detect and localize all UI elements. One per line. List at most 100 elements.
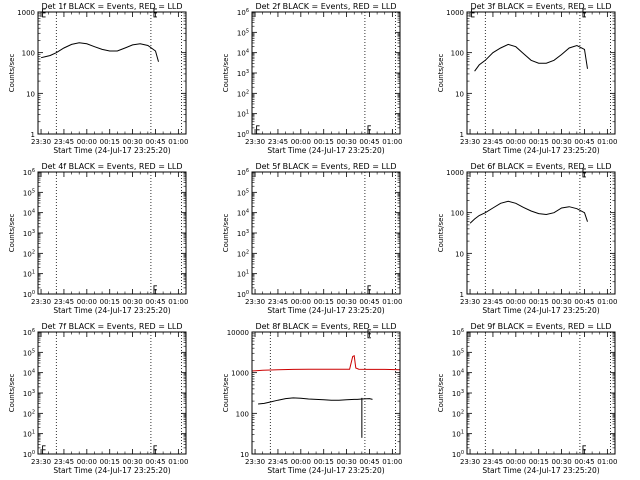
x-axis-title: Start Time (24-Jul-17 23:25:20) xyxy=(482,146,599,155)
y-tick-label: 101 xyxy=(23,430,35,439)
plot-frame xyxy=(251,11,401,135)
x-tick-label: 23:45 xyxy=(54,138,74,146)
plot-frame xyxy=(466,331,616,455)
chart-title: Det 6f BLACK = Events, RED = LLD xyxy=(470,162,611,171)
x-axis-title: Start Time (24-Jul-17 23:25:20) xyxy=(53,466,170,475)
y-axis-title: Counts/sec xyxy=(222,374,230,413)
x-tick-label: 00:30 xyxy=(552,458,572,466)
x-tick-label: 00:15 xyxy=(314,138,334,146)
data-marker xyxy=(582,168,586,178)
y-tick-label: 10 xyxy=(240,451,249,459)
y-tick-label: 101 xyxy=(237,270,249,279)
y-axis-title: Counts/sec xyxy=(437,54,445,93)
y-tick-label: 103 xyxy=(237,69,249,78)
x-tick-label: 23:45 xyxy=(54,298,74,306)
plot-frame xyxy=(37,171,187,295)
x-tick-label: 00:00 xyxy=(506,458,526,466)
data-marker xyxy=(42,8,46,18)
x-tick-label: 23:45 xyxy=(268,298,288,306)
plot-frame xyxy=(37,331,187,455)
data-marker xyxy=(367,329,371,339)
x-axis-title: Start Time (24-Jul-17 23:25:20) xyxy=(267,146,384,155)
x-axis-title: Start Time (24-Jul-17 23:25:20) xyxy=(482,466,599,475)
x-tick-label: 23:45 xyxy=(54,458,74,466)
chart-panel-5: Det 5f BLACK = Events, RED = LLD 100 101 10… xyxy=(222,162,402,315)
x-tick-label: 23:30 xyxy=(245,138,265,146)
chart-title: Det 5f BLACK = Events, RED = LLD xyxy=(255,162,396,171)
y-tick-label: 105 xyxy=(23,348,35,357)
y-tick-label: 10000 xyxy=(227,329,249,337)
y-tick-label: 102 xyxy=(23,409,35,418)
y-tick-label: 104 xyxy=(237,209,249,218)
x-tick-label: 01:00 xyxy=(168,458,188,466)
y-tick-label: 10 xyxy=(26,90,35,98)
x-tick-label: 01:00 xyxy=(382,138,402,146)
x-tick-label: 00:45 xyxy=(574,298,594,306)
y-tick-label: 105 xyxy=(452,348,464,357)
x-tick-label: 00:45 xyxy=(145,138,165,146)
x-tick-label: 23:30 xyxy=(245,458,265,466)
y-tick-label: 101 xyxy=(452,430,464,439)
x-tick-label: 00:00 xyxy=(77,138,97,146)
chart-title: Det 1f BLACK = Events, RED = LLD xyxy=(41,2,182,11)
x-tick-label: 01:00 xyxy=(597,458,617,466)
y-tick-label: 104 xyxy=(23,369,35,378)
x-tick-label: 23:45 xyxy=(268,458,288,466)
plot-frame xyxy=(251,331,401,455)
x-tick-label: 00:30 xyxy=(552,138,572,146)
chart-title: Det 7f BLACK = Events, RED = LLD xyxy=(41,322,182,331)
x-tick-label: 00:45 xyxy=(574,138,594,146)
x-tick-label: 00:15 xyxy=(100,138,120,146)
data-marker xyxy=(153,8,157,18)
x-tick-label: 01:00 xyxy=(597,138,617,146)
events-series-line xyxy=(40,42,159,62)
y-tick-label: 1000 xyxy=(446,169,464,177)
x-tick-label: 23:45 xyxy=(483,458,503,466)
x-tick-label: 23:45 xyxy=(483,138,503,146)
y-tick-label: 1000 xyxy=(231,370,249,378)
x-tick-label: 00:15 xyxy=(529,138,549,146)
y-tick-label: 101 xyxy=(237,110,249,119)
y-tick-label: 105 xyxy=(237,188,249,197)
y-tick-label: 102 xyxy=(23,249,35,258)
y-tick-label: 100 xyxy=(452,450,464,459)
y-tick-label: 102 xyxy=(237,89,249,98)
y-axis-title: Counts/sec xyxy=(222,214,230,253)
y-tick-label: 104 xyxy=(237,49,249,58)
x-tick-label: 00:30 xyxy=(552,298,572,306)
y-axis-title: Counts/sec xyxy=(8,214,16,253)
x-tick-label: 01:00 xyxy=(597,298,617,306)
x-tick-label: 00:30 xyxy=(337,298,357,306)
chart-title: Det 3f BLACK = Events, RED = LLD xyxy=(470,2,611,11)
plot-frame xyxy=(466,171,616,295)
x-axis-title: Start Time (24-Jul-17 23:25:20) xyxy=(267,466,384,475)
x-tick-label: 00:15 xyxy=(100,458,120,466)
x-axis-title: Start Time (24-Jul-17 23:25:20) xyxy=(482,306,599,315)
chart-panel-4: Det 4f BLACK = Events, RED = LLD 100 101 10… xyxy=(8,162,188,315)
y-tick-label: 1 xyxy=(460,291,464,299)
x-axis-title: Start Time (24-Jul-17 23:25:20) xyxy=(267,306,384,315)
y-tick-label: 100 xyxy=(22,50,35,58)
x-tick-label: 23:30 xyxy=(460,458,480,466)
x-tick-label: 00:45 xyxy=(145,458,165,466)
y-tick-label: 104 xyxy=(452,369,464,378)
chart-title: Det 8f BLACK = Events, RED = LLD xyxy=(255,322,396,331)
chart-title: Det 9f BLACK = Events, RED = LLD xyxy=(470,322,611,331)
y-tick-label: 106 xyxy=(237,8,249,17)
y-tick-label: 105 xyxy=(23,188,35,197)
x-tick-label: 00:15 xyxy=(529,298,549,306)
y-tick-label: 102 xyxy=(452,409,464,418)
x-tick-label: 23:30 xyxy=(460,138,480,146)
y-tick-label: 100 xyxy=(237,130,249,139)
x-axis-title: Start Time (24-Jul-17 23:25:20) xyxy=(53,146,170,155)
y-tick-label: 106 xyxy=(452,328,464,337)
plot-frame xyxy=(251,171,401,295)
x-tick-label: 01:00 xyxy=(382,298,402,306)
y-axis-title: Counts/sec xyxy=(222,54,230,93)
x-tick-label: 23:30 xyxy=(460,298,480,306)
y-tick-label: 103 xyxy=(237,229,249,238)
x-tick-label: 01:00 xyxy=(168,138,188,146)
chart-panel-1: Det 1f BLACK = Events, RED = LLD 1 10 100 10… xyxy=(8,2,188,155)
x-tick-label: 00:15 xyxy=(100,298,120,306)
